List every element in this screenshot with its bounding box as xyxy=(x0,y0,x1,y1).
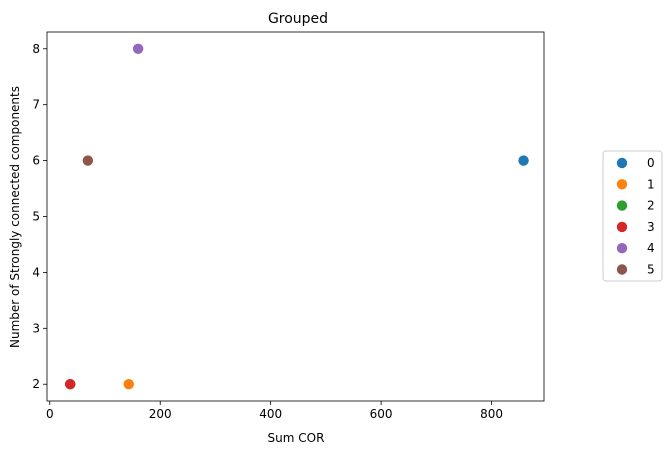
legend: 0 1 2 3 4 5 xyxy=(602,150,663,282)
x-axis: 0 200 400 600 800 xyxy=(46,401,503,421)
data-point-series-0 xyxy=(518,155,529,166)
legend-marker-2 xyxy=(616,200,628,211)
x-tick-label: 200 xyxy=(149,407,172,421)
y-tick-label: 2 xyxy=(32,377,40,391)
legend-marker-1 xyxy=(616,179,628,190)
y-axis-label: Number of Strongly connected components xyxy=(8,86,22,348)
legend-label-5: 5 xyxy=(647,263,655,277)
chart-title: Grouped xyxy=(268,11,328,27)
legend-marker-0 xyxy=(616,157,628,169)
y-axis: 2 3 4 5 6 7 8 xyxy=(32,42,47,391)
legend-label-4: 4 xyxy=(647,241,655,255)
legend-marker-4 xyxy=(616,243,628,254)
data-points xyxy=(64,43,529,390)
legend-label-3: 3 xyxy=(647,220,655,234)
x-tick-label: 800 xyxy=(480,407,503,421)
y-tick-label: 7 xyxy=(32,98,40,112)
x-tick-label: 0 xyxy=(46,407,54,421)
y-tick-label: 3 xyxy=(32,321,40,335)
plot-area xyxy=(46,31,545,402)
x-axis-label: Sum COR xyxy=(268,431,325,445)
y-tick-label: 4 xyxy=(32,265,40,279)
data-point-series-3 xyxy=(64,379,76,390)
x-tick-label: 600 xyxy=(370,407,393,421)
y-tick-label: 5 xyxy=(32,210,40,224)
data-point-series-5 xyxy=(82,155,94,166)
y-tick-label: 8 xyxy=(32,42,40,56)
plot-frame xyxy=(46,31,545,402)
legend-marker-3 xyxy=(616,221,628,233)
data-point-series-1 xyxy=(123,379,134,390)
data-point-series-4 xyxy=(132,43,144,54)
legend-label-2: 2 xyxy=(647,199,655,213)
legend-label-1: 1 xyxy=(647,177,655,191)
legend-marker-5 xyxy=(616,264,628,275)
x-tick-label: 400 xyxy=(259,407,282,421)
y-tick-label: 6 xyxy=(32,154,40,168)
legend-frame xyxy=(602,150,663,282)
legend-label-0: 0 xyxy=(647,156,655,170)
